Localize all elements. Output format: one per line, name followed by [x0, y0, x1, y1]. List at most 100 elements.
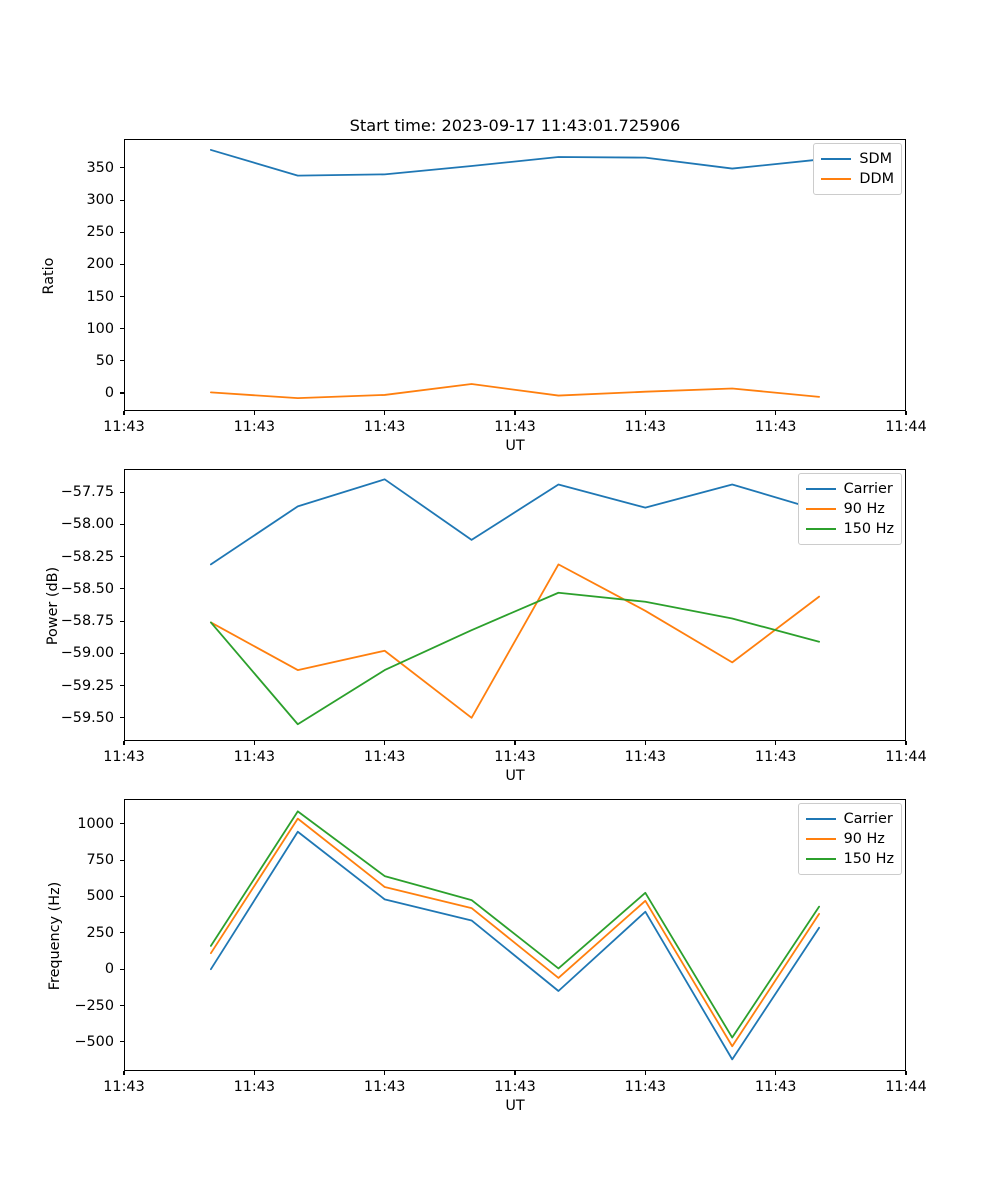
ytick-label: −500: [74, 1033, 114, 1050]
xtick-label: 11:43: [624, 749, 667, 765]
ytick-label: 250: [86, 224, 114, 241]
xtick-label: 11:44: [885, 419, 927, 435]
series-line: [209, 830, 821, 1061]
ytick-mark: [119, 588, 124, 590]
legend-entry[interactable]: Carrier: [805, 479, 894, 499]
xtick-mark: [253, 1071, 255, 1076]
ylabel-frequency: Frequency (Hz): [47, 881, 63, 991]
xtick-mark: [775, 741, 777, 746]
series-line: [209, 149, 821, 177]
ytick-mark: [119, 199, 124, 201]
xtick-mark: [384, 741, 386, 746]
xtick-label: 11:44: [885, 749, 927, 765]
legend-swatch-icon: [821, 158, 852, 160]
ytick-label: 300: [86, 192, 114, 209]
ytick-mark: [119, 392, 124, 394]
ytick-mark: [119, 523, 124, 525]
ytick-label: 0: [104, 961, 114, 978]
plot-lines-ratio: [209, 149, 821, 400]
legend-label: 90 Hz: [843, 831, 885, 847]
xtick-label: 11:43: [754, 1079, 797, 1095]
series-line: [209, 591, 821, 726]
series-line: [209, 478, 821, 566]
legend-entry[interactable]: 90 Hz: [805, 829, 894, 849]
xtick-mark: [775, 1071, 777, 1076]
series-line: [209, 810, 821, 1039]
xtick-mark: [905, 411, 907, 416]
xtick-mark: [253, 411, 255, 416]
xtick-label: 11:43: [103, 1079, 145, 1095]
ytick-label: 500: [86, 888, 114, 905]
xtick-label: 11:43: [233, 749, 276, 765]
legend-frequency[interactable]: Carrier 90 Hz 150 Hz: [797, 803, 902, 875]
axes-frame-ratio: [124, 139, 906, 411]
xtick-mark: [644, 741, 646, 746]
ylabel-power: Power (dB): [45, 566, 61, 646]
legend-entry[interactable]: SDM: [821, 149, 894, 169]
ytick-label: 0: [104, 384, 114, 401]
xtick-mark: [123, 741, 125, 746]
xtick-mark: [644, 1071, 646, 1076]
ytick-label: −59.00: [60, 645, 114, 662]
xtick-label: 11:43: [363, 749, 406, 765]
ytick-mark: [119, 1004, 124, 1007]
legend-entry[interactable]: 150 Hz: [805, 519, 894, 539]
legend-swatch-icon: [805, 488, 836, 490]
series-line: [209, 817, 821, 1048]
ytick-label: 100: [86, 320, 114, 337]
xtick-mark: [514, 741, 516, 746]
legend-entry[interactable]: Carrier: [805, 809, 894, 829]
legend-power[interactable]: Carrier 90 Hz 150 Hz: [797, 473, 902, 545]
ytick-mark: [119, 895, 124, 897]
series-line: [209, 563, 821, 719]
xtick-mark: [644, 411, 646, 416]
ytick-mark: [119, 823, 124, 825]
legend-entry[interactable]: 150 Hz: [805, 849, 894, 869]
xtick-label: 11:43: [754, 749, 797, 765]
legend-entry[interactable]: DDM: [821, 169, 894, 189]
figure-title: Start time: 2023-09-17 11:43:01.725906: [349, 116, 681, 135]
xtick-label: 11:43: [494, 749, 536, 765]
legend-swatch-icon: [805, 838, 836, 840]
xtick-mark: [905, 741, 907, 746]
ytick-mark: [119, 263, 124, 265]
legend-label: Carrier: [843, 481, 893, 497]
xlabel-ratio: UT: [505, 438, 525, 454]
subplot-ratio: 0 50 100 150 200 250 300 350 11:43 11:43 11:43 11:…: [87, 139, 927, 435]
ytick-mark: [119, 1041, 124, 1043]
ytick-label: −57.75: [60, 484, 114, 501]
ytick-mark: [119, 932, 124, 934]
legend-swatch-icon: [805, 508, 836, 510]
ytick-mark: [119, 360, 124, 362]
ytick-label: −58.25: [60, 548, 114, 565]
legend-label: SDM: [859, 151, 893, 167]
ytick-label: −250: [74, 997, 114, 1014]
ytick-label: 150: [86, 288, 114, 305]
ytick-label: −59.25: [60, 677, 114, 694]
legend-entry[interactable]: 90 Hz: [805, 499, 894, 519]
xtick-label: 11:43: [754, 419, 797, 435]
xtick-label: 11:43: [103, 419, 145, 435]
legend-swatch-icon: [821, 178, 852, 180]
xtick-mark: [123, 411, 125, 416]
legend-swatch-icon: [805, 858, 836, 860]
xtick-label: 11:43: [494, 1079, 536, 1095]
ytick-label: −58.50: [60, 580, 114, 597]
xtick-mark: [514, 411, 516, 416]
xtick-mark: [384, 1071, 386, 1076]
xtick-mark: [123, 1071, 125, 1076]
ytick-mark: [119, 859, 124, 861]
ytick-label: 1000: [77, 815, 114, 832]
ytick-mark: [119, 685, 124, 687]
ytick-mark: [119, 231, 124, 233]
legend-ratio[interactable]: SDM DDM: [813, 143, 902, 195]
axes-frame-power: [124, 469, 906, 741]
ytick-label: −58.75: [60, 613, 114, 630]
legend-label: Carrier: [843, 811, 893, 827]
xtick-label: 11:44: [885, 1079, 927, 1095]
legend-label: 150 Hz: [843, 521, 894, 537]
xtick-mark: [253, 741, 255, 746]
legend-swatch-icon: [805, 528, 836, 530]
ytick-mark: [119, 556, 124, 558]
